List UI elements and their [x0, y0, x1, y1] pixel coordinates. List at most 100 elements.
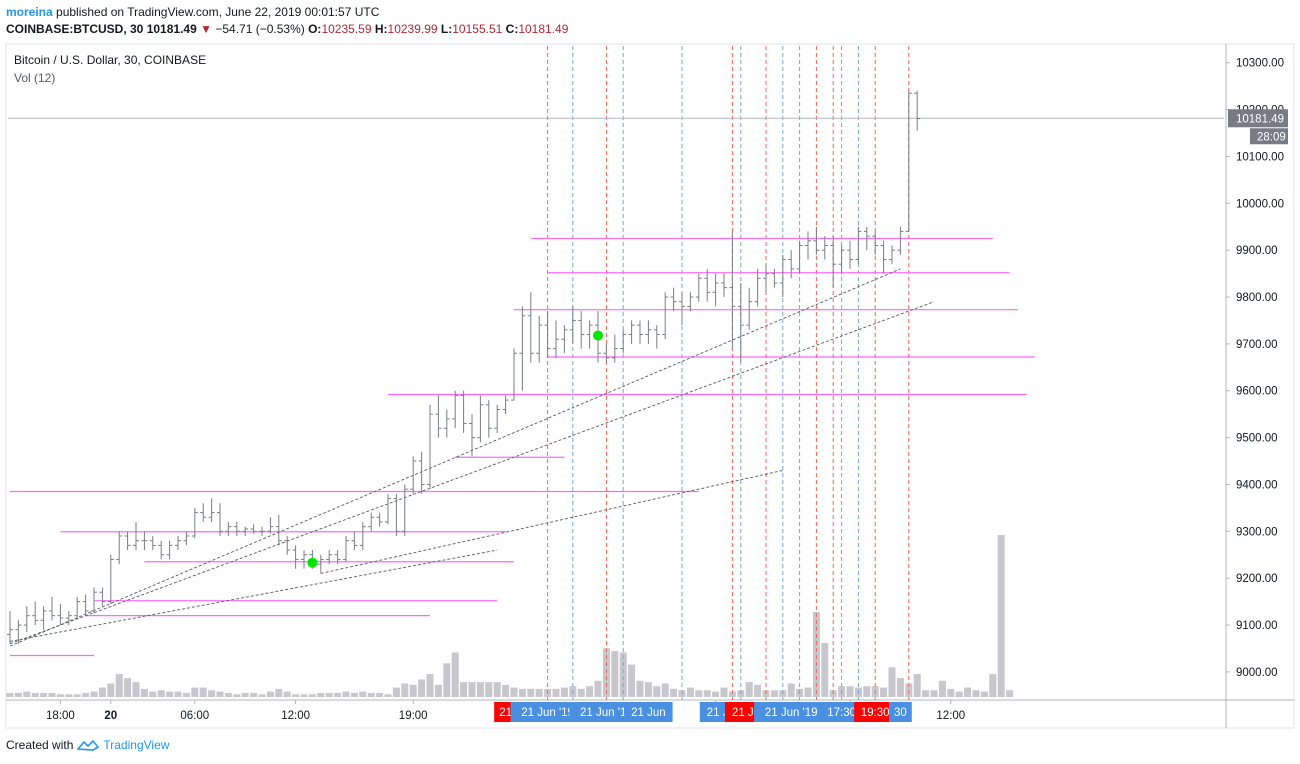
down-arrow-icon: ▼ — [200, 22, 212, 36]
volume-bar — [888, 667, 896, 697]
ohlc-bar — [611, 334, 618, 363]
ohlc-bar — [82, 594, 89, 616]
time-tick-label: 18:00 — [46, 710, 75, 722]
ohlc-bar — [779, 254, 786, 298]
volume-bar — [208, 690, 216, 697]
price-tick-label: 10100.00 — [1236, 151, 1284, 163]
volume-bar — [1006, 690, 1014, 697]
time-tag-label: 30 — [894, 707, 907, 719]
volume-bar — [216, 691, 224, 697]
ohlc-bar — [653, 325, 660, 349]
volume-bar — [863, 686, 871, 697]
volume-bar — [275, 688, 283, 697]
ohlc-bar — [788, 250, 795, 279]
time-tick-label: 19:00 — [399, 710, 428, 722]
time-tag-label: 21 Jun — [631, 707, 666, 719]
volume-bar — [510, 687, 518, 697]
close-value: 10181.49 — [518, 22, 569, 36]
tradingview-brand[interactable]: TradingView — [103, 738, 170, 752]
volume-bar — [493, 682, 501, 697]
ohlc-bar — [401, 484, 408, 536]
time-tag: 21 Jun '19 — [510, 702, 585, 722]
volume-bar — [745, 682, 753, 697]
volume-bar — [443, 663, 451, 697]
time-tag: 21 Jun '19 — [754, 702, 829, 722]
trend-line — [9, 268, 901, 647]
legend-volume: Vol (12) — [14, 71, 55, 85]
tradingview-logo-icon — [77, 739, 100, 751]
ohlc-bar — [771, 268, 778, 288]
author-link[interactable]: moreina — [6, 5, 53, 19]
ohlc-bar — [301, 550, 307, 569]
volume-bar — [250, 692, 258, 697]
volume-bar — [48, 692, 56, 697]
ohlc-bar — [569, 306, 576, 344]
time-tick-label: 06:00 — [180, 710, 209, 722]
price-axis[interactable]: 9000.00 9100.00 9200.00 9300.00 9400.00 9500.… — [1226, 58, 1288, 679]
ohlc-bar — [897, 226, 904, 255]
ohlc-bar — [99, 587, 106, 607]
volume-bar — [812, 611, 820, 697]
ohlc-bar — [578, 311, 585, 349]
high-value: 10239.99 — [387, 22, 438, 36]
ohlc-bar — [23, 606, 30, 633]
ohlc-bar — [275, 514, 282, 546]
last-price: 10181.49 — [146, 22, 197, 36]
volume-bar — [661, 683, 669, 697]
ohlc-bar — [527, 292, 534, 363]
volume-bar — [90, 691, 98, 697]
volume-bar — [947, 688, 955, 697]
low-label: L: — [440, 22, 453, 36]
time-tag: 30 — [889, 702, 912, 722]
volume-bar — [317, 692, 325, 697]
volume-bar — [560, 687, 568, 697]
ohlc-bar — [141, 531, 148, 551]
ohlc-bar — [502, 395, 509, 415]
volume-bar — [342, 691, 350, 697]
ohlc-bar — [217, 503, 223, 536]
trend-line — [9, 549, 498, 642]
price-tick-label: 9900.00 — [1236, 245, 1278, 257]
ohlc-bar — [519, 306, 526, 391]
ohlc-bar — [107, 554, 114, 604]
volume-bar — [930, 690, 938, 697]
ohlc-bar — [15, 620, 22, 644]
price-tick-label: 9100.00 — [1236, 620, 1278, 632]
ohlc-bar — [74, 596, 81, 618]
trend-line — [320, 469, 783, 574]
price-tick-label: 9000.00 — [1236, 667, 1278, 679]
volume-bar — [896, 678, 904, 697]
current-price-value: 10181.49 — [1236, 113, 1284, 125]
ohlc-bar — [494, 404, 501, 433]
ohlc-bar — [351, 531, 358, 551]
ohlc-bar — [637, 320, 643, 344]
trend-line — [9, 301, 935, 645]
volume-series — [6, 535, 1014, 697]
volume-bar — [14, 692, 22, 697]
time-tag-label: 17:30 — [827, 707, 856, 719]
volume-bar — [644, 682, 652, 697]
ohlc-bar — [830, 236, 837, 288]
ohlc-bar — [704, 268, 711, 302]
time-tag-box — [624, 702, 673, 722]
price-tick-label: 10000.00 — [1236, 198, 1284, 210]
ohlc-bar — [889, 245, 895, 265]
ohlc-bar — [32, 601, 39, 626]
volume-bar — [989, 674, 997, 697]
ohlc-readout: COINBASE:BTCUSD, 30 10181.49 ▼ −54.71 (−… — [6, 21, 568, 37]
ohlc-bar — [343, 536, 349, 562]
ohlc-bar — [166, 540, 173, 560]
volume-bar — [964, 687, 972, 697]
time-tag-box — [820, 702, 863, 722]
volume-bar — [82, 692, 90, 697]
volume-bar — [241, 692, 249, 697]
volume-bar — [527, 688, 535, 697]
volume-bar — [922, 690, 930, 697]
time-tag-box — [889, 702, 912, 722]
volume-bar — [149, 691, 157, 697]
ohlc-bar — [385, 493, 391, 525]
close-label: C: — [505, 22, 519, 36]
ohlc-bar — [469, 414, 475, 457]
ohlc-bar — [863, 226, 870, 251]
